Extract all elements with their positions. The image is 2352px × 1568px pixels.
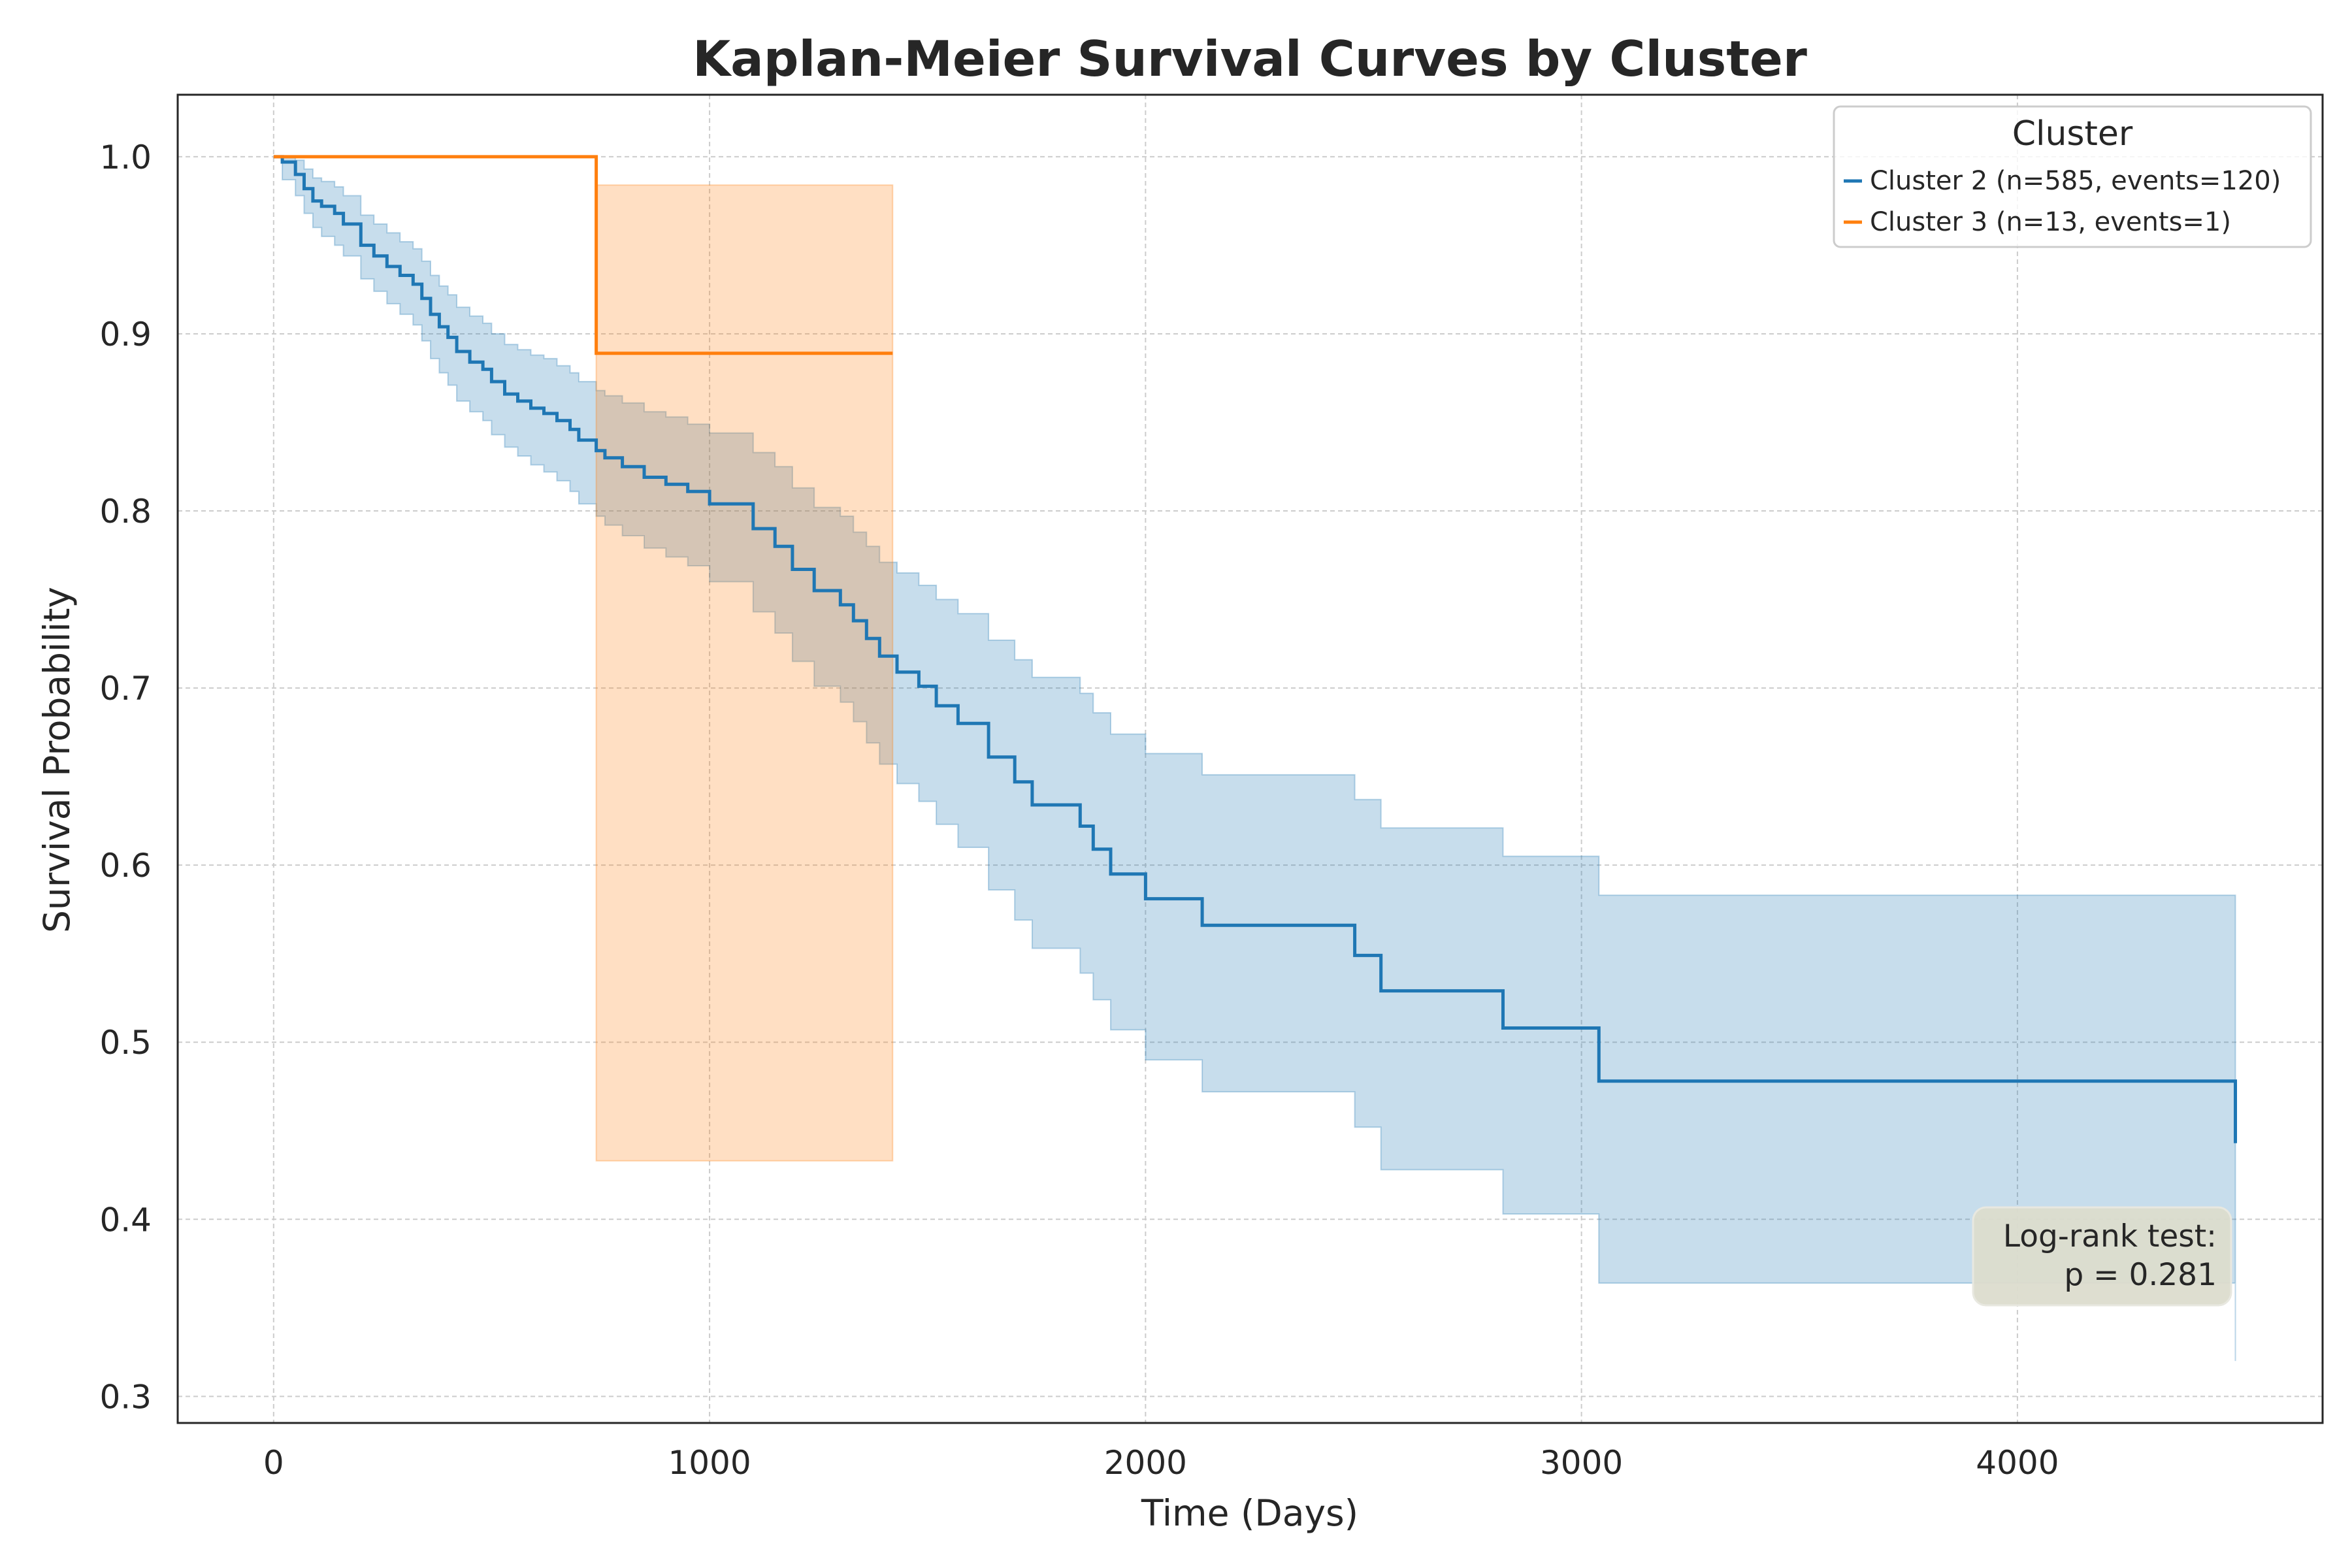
plot-background: [178, 95, 2323, 1423]
x-tick-label-2000: 2000: [1104, 1444, 1187, 1482]
y-tick-label-0-3: 0.3: [99, 1378, 152, 1416]
legend-box: [1833, 105, 2312, 248]
x-tick-label-0: 0: [263, 1444, 284, 1482]
x-tick-label-1000: 1000: [668, 1444, 751, 1482]
annotation-line-1: Log-rank test:: [2003, 1218, 2217, 1254]
x-axis-label: Time (Days): [1141, 1492, 1358, 1534]
x-tick-label-3000: 3000: [1540, 1444, 1623, 1482]
legend-entry-cluster-2: Cluster 2 (n=585, events=120): [1870, 166, 2281, 196]
legend-title: Cluster: [2012, 114, 2133, 154]
survival-line-cluster-2: [273, 155, 2237, 1143]
survival-line-cluster-3: [273, 155, 893, 355]
log-rank-annotation: Log-rank test: p = 0.281: [1972, 1206, 2232, 1307]
y-tick-label-1-0: 1.0: [99, 139, 152, 176]
y-axis-label: Survival Probability: [36, 587, 78, 933]
survival-lines: [273, 155, 2237, 1143]
annotation-box: [1972, 1206, 2232, 1307]
y-tick-label-0-6: 0.6: [99, 847, 152, 885]
ci-band-cluster-2: [273, 155, 2236, 1362]
grid: [178, 95, 2323, 1423]
y-tick-label-0-7: 0.7: [99, 670, 152, 708]
plot-frame: [176, 93, 2324, 1424]
legend-entry-cluster-3: Cluster 3 (n=13, events=1): [1870, 207, 2231, 237]
annotation-line-2: p = 0.281: [2064, 1257, 2217, 1293]
chart-title: Kaplan-Meier Survival Curves by Cluster: [693, 30, 1807, 88]
y-tick-label-0-5: 0.5: [99, 1024, 152, 1062]
x-tick-label-4000: 4000: [1976, 1444, 2059, 1482]
ticks: 0 1000 2000 3000 4000 0.3 0.4 0.5 0.6 0.7 0.8 0.9 1.…: [99, 139, 2059, 1482]
y-tick-label-0-9: 0.9: [99, 316, 152, 353]
y-tick-label-0-4: 0.4: [99, 1201, 152, 1239]
y-tick-label-0-8: 0.8: [99, 493, 152, 531]
legend: Cluster Cluster 2 (n=585, events=120) Cl…: [1833, 105, 2312, 248]
